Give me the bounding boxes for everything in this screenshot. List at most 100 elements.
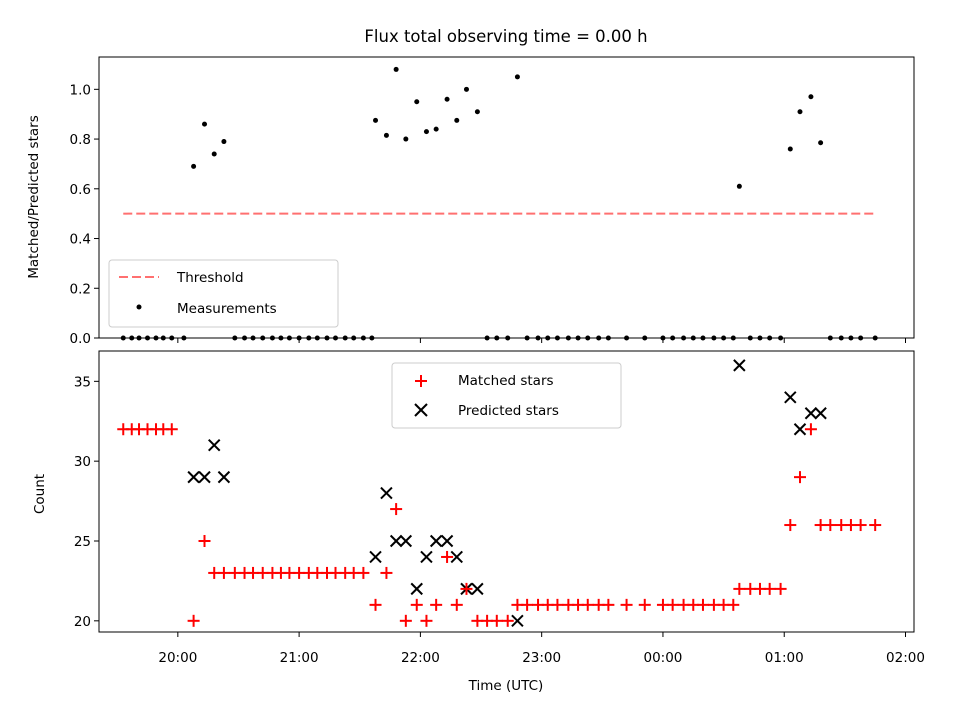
x-tick-label: 01:00 xyxy=(765,650,804,666)
y-tick-label: 35 xyxy=(74,374,91,390)
matched-marker xyxy=(369,598,382,611)
measurement-point xyxy=(797,109,803,115)
predicted-marker xyxy=(450,550,463,564)
y-tick-label: 1.0 xyxy=(70,82,91,98)
y-tick-label: 0.8 xyxy=(70,132,91,148)
y-tick-label: 0.0 xyxy=(70,331,91,347)
bottom-y-axis: 20 25 30 35 xyxy=(74,374,99,630)
measurement-point xyxy=(383,132,389,138)
y-tick-label: 30 xyxy=(74,454,91,470)
bottom-legend-box xyxy=(391,362,622,429)
top-panel-frame xyxy=(98,56,915,339)
predicted-marker xyxy=(217,470,231,484)
predicted-marker xyxy=(208,438,221,452)
predicted-marker xyxy=(733,359,746,372)
bottom-panel-marks xyxy=(117,359,882,628)
predicted-marker xyxy=(511,614,524,628)
predicted-marker xyxy=(784,391,797,404)
measurement-point xyxy=(736,183,742,189)
matched-marker xyxy=(357,566,370,579)
matched-marker xyxy=(620,598,633,611)
matched-marker xyxy=(551,598,564,611)
y-tick-label: 25 xyxy=(74,534,91,550)
measurement-point xyxy=(787,146,793,152)
matched-marker xyxy=(187,614,200,627)
matched-marker xyxy=(217,566,230,579)
matched-marker xyxy=(784,519,797,532)
top-legend-box xyxy=(108,259,339,328)
predicted-marker xyxy=(804,407,818,420)
matched-marker xyxy=(410,598,423,611)
measurement-point xyxy=(433,126,439,132)
predicted-marker xyxy=(410,582,423,596)
predicted-marker xyxy=(389,534,403,548)
matched-marker xyxy=(501,614,514,627)
top-y-axis: 0.0 0.2 0.4 0.6 0.8 1.0 xyxy=(70,82,99,347)
predicted-marker xyxy=(429,534,443,548)
matched-marker xyxy=(733,582,746,595)
matched-marker xyxy=(441,550,454,563)
y-tick-label: 20 xyxy=(74,614,91,630)
matched-marker xyxy=(854,519,867,532)
top-x-ticks xyxy=(177,338,907,343)
matched-marker xyxy=(774,582,787,595)
matched-marker xyxy=(399,614,412,627)
matched-marker xyxy=(666,598,679,611)
matched-marker xyxy=(638,598,651,611)
matched-legend-label: Matched stars xyxy=(458,373,554,389)
bottom-x-axis: 20:00 21:00 22:00 23:00 00:00 01:00 02:00 xyxy=(158,632,925,666)
top-legend: Threshold Measurements xyxy=(108,259,339,328)
measurement-point xyxy=(202,121,208,127)
predicted-legend-swatch xyxy=(414,403,428,417)
predicted-marker xyxy=(814,407,827,420)
measurements-legend-swatch xyxy=(136,304,142,310)
measurement-point xyxy=(191,163,197,169)
measurement-point xyxy=(403,136,409,142)
matched-marker xyxy=(450,598,463,611)
measurement-point xyxy=(444,96,450,102)
measurement-point xyxy=(211,151,217,157)
matched-legend-swatch xyxy=(415,375,427,387)
measurement-point xyxy=(514,74,520,80)
x-axis-label: Time (UTC) xyxy=(468,678,544,694)
x-tick-label: 20:00 xyxy=(158,650,197,666)
top-panel: 0.0 0.2 0.4 0.6 0.8 1.0 Matched/Predicted sta… xyxy=(26,56,915,347)
predicted-marker xyxy=(793,423,807,436)
x-tick-label: 23:00 xyxy=(522,650,561,666)
predicted-marker xyxy=(380,486,393,500)
matched-marker xyxy=(420,614,433,627)
top-y-axis-label: Matched/Predicted stars xyxy=(26,115,42,278)
measurement-point xyxy=(818,140,824,146)
measurement-point xyxy=(454,117,460,123)
measurement-point xyxy=(393,66,399,72)
matched-marker xyxy=(763,582,776,595)
y-tick-label: 0.4 xyxy=(70,232,91,248)
matched-marker xyxy=(198,534,211,547)
matched-marker xyxy=(581,598,594,611)
matched-marker xyxy=(793,471,806,484)
figure-title: Flux total observing time = 0.00 h xyxy=(364,27,647,46)
matched-marker xyxy=(490,614,503,627)
predicted-marker xyxy=(187,470,200,484)
y-tick-label: 0.2 xyxy=(70,281,91,297)
measurement-point xyxy=(463,86,469,92)
predicted-marker xyxy=(420,550,433,564)
matched-marker xyxy=(165,423,178,436)
predicted-marker xyxy=(369,550,382,564)
matched-marker xyxy=(380,566,393,579)
matched-marker xyxy=(804,423,817,436)
measurement-point xyxy=(414,99,420,105)
bottom-panel-frame xyxy=(98,350,915,633)
bottom-legend: Matched stars Predicted stars xyxy=(391,362,622,429)
x-tick-label: 00:00 xyxy=(643,650,682,666)
x-tick-label: 02:00 xyxy=(886,650,925,666)
bottom-panel: 20 25 30 35 20:00 21:00 22:00 23:00 00:00 01:00 0… xyxy=(32,350,925,694)
matched-marker xyxy=(521,598,534,611)
predicted-legend-label: Predicted stars xyxy=(458,403,559,419)
bottom-y-axis-label: Count xyxy=(32,474,48,514)
matched-marker xyxy=(602,598,615,611)
measurement-point xyxy=(221,139,227,145)
predicted-marker xyxy=(471,582,484,596)
